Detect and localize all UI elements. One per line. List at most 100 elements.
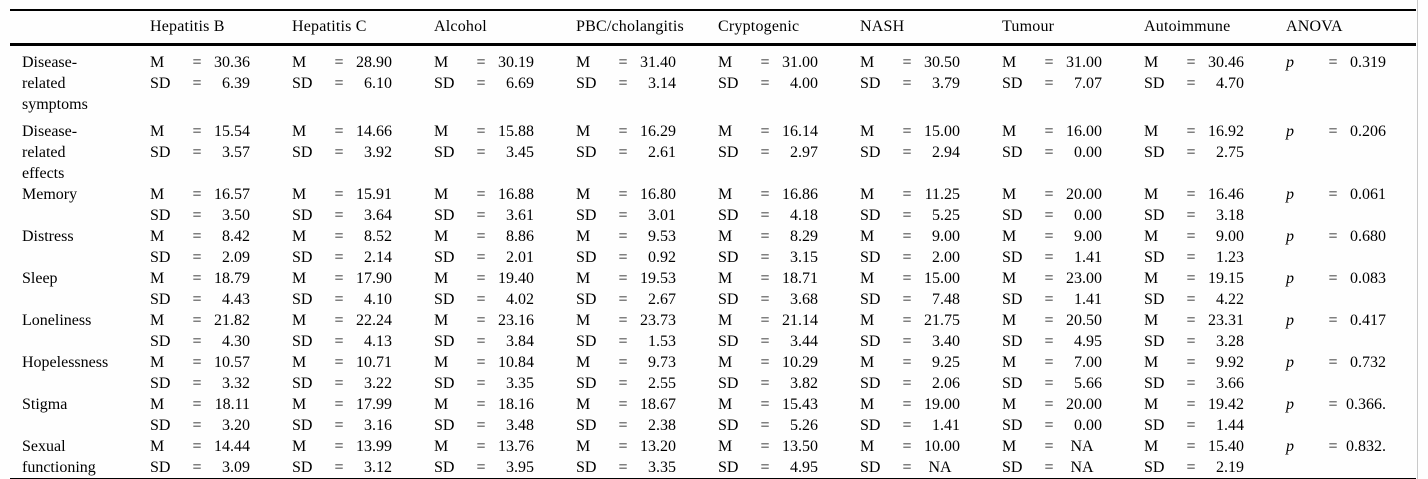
sd-value: 3.82 [790, 375, 818, 392]
mean-value: 17.90 [356, 270, 392, 287]
stat-line-sd: SD = 3.64 [292, 205, 434, 226]
sd-label: SD [150, 249, 171, 266]
stat-cell: M = 15.00 SD = 7.48 [860, 268, 1002, 310]
equals-sign: = [618, 459, 628, 476]
stat-line-mean: M = 23.00 [1002, 268, 1144, 289]
stat-line-mean: M = 18.71 [718, 268, 860, 289]
sd-label: SD [1144, 144, 1165, 161]
mean-label: M [150, 354, 165, 371]
stat-line-mean: M = 19.40 [434, 268, 576, 289]
stat-cell: M = 10.00 SD = NA [860, 436, 1002, 478]
mean-value: 23.31 [1208, 312, 1244, 329]
mean-value: 16.57 [214, 186, 250, 203]
equals-sign: = [334, 228, 344, 245]
sd-label: SD [434, 144, 455, 161]
equals-sign: = [760, 75, 770, 92]
equals-sign: = [476, 207, 486, 224]
stat-line-sd: SD = 2.19 [1144, 457, 1286, 478]
stat-line-sd: SD = 2.38 [576, 415, 718, 436]
p-label: p [1286, 228, 1294, 245]
stat-line-sd: SD = 5.26 [718, 415, 860, 436]
equals-sign: = [1044, 333, 1054, 350]
sd-label: SD [434, 417, 455, 434]
mean-value: 9.25 [932, 354, 960, 371]
equals-sign: = [476, 270, 486, 287]
stat-line-sd: SD = 2.94 [860, 142, 1002, 163]
sd-value: 4.22 [1216, 291, 1244, 308]
equals-sign: = [618, 249, 628, 266]
sd-value: 3.15 [790, 249, 818, 266]
anova-cell: p = 0.319 [1286, 52, 1416, 73]
sd-value: 3.44 [790, 333, 818, 350]
stat-cell: M = 8.29 SD = 3.15 [718, 226, 860, 268]
equals-sign: = [334, 459, 344, 476]
stat-line-mean: M = 20.00 [1002, 184, 1144, 205]
stat-cell: M = 17.90 SD = 4.10 [292, 268, 434, 310]
stat-line-sd: SD = 4.02 [434, 289, 576, 310]
p-value: 0.083 [1350, 270, 1386, 287]
mean-label: M [1144, 396, 1159, 413]
stat-cell: M = 31.40 SD = 3.14 [576, 52, 718, 94]
stat-line-sd: SD = 4.10 [292, 289, 434, 310]
column-header-0: Hepatitis B [150, 18, 225, 35]
stat-line-sd: SD = 3.84 [434, 331, 576, 352]
sd-value: 4.02 [506, 291, 534, 308]
row-label: Disease- related effects [22, 123, 78, 182]
sd-value: 3.18 [1216, 207, 1244, 224]
stat-cell: M = 16.92 SD = 2.75 [1144, 121, 1286, 163]
equals-sign: = [192, 123, 202, 140]
stat-cell: M = 28.90 SD = 6.10 [292, 52, 434, 94]
stat-cell: M = 13.20 SD = 3.35 [576, 436, 718, 478]
sd-label: SD [576, 249, 597, 266]
stat-line-sd: SD = 1.44 [1144, 415, 1286, 436]
stat-line-sd: SD = 3.35 [434, 373, 576, 394]
mean-label: M [718, 270, 733, 287]
stat-cell: M = 9.00 SD = 2.00 [860, 226, 1002, 268]
stat-line-sd: SD = 6.69 [434, 73, 576, 94]
mean-label: M [150, 438, 165, 455]
equals-sign: = [192, 144, 202, 161]
equals-sign: = [618, 375, 628, 392]
sd-label: SD [860, 291, 881, 308]
mean-value: 8.42 [222, 228, 250, 245]
sd-value: 3.61 [506, 207, 534, 224]
stat-line-sd: SD = 4.70 [1144, 73, 1286, 94]
stat-line-sd: SD = 3.44 [718, 331, 860, 352]
mean-value: 15.43 [782, 396, 818, 413]
sd-label: SD [292, 291, 313, 308]
sd-label: SD [576, 417, 597, 434]
mean-label: M [718, 123, 733, 140]
mean-value: 28.90 [356, 54, 392, 71]
equals-sign: = [1186, 417, 1196, 434]
stat-line-mean: M = 19.15 [1144, 268, 1286, 289]
stat-cell: M = 18.71 SD = 3.68 [718, 268, 860, 310]
stat-cell: M = 20.00 SD = 0.00 [1002, 394, 1144, 436]
equals-sign: = [1044, 123, 1054, 140]
sd-label: SD [1002, 375, 1023, 392]
stat-line-sd: SD = 7.48 [860, 289, 1002, 310]
p-label: p [1286, 186, 1294, 203]
mean-label: M [150, 123, 165, 140]
equals-sign: = [760, 144, 770, 161]
stat-cell: M = 18.79 SD = 4.43 [150, 268, 292, 310]
stat-line-sd: SD = 3.12 [292, 457, 434, 478]
equals-sign: = [476, 123, 486, 140]
mean-label: M [1002, 270, 1017, 287]
stat-cell: M = 23.00 SD = 1.41 [1002, 268, 1144, 310]
stat-line-sd: SD = 3.14 [576, 73, 718, 94]
anova-cell: p = 0.732 [1286, 352, 1416, 373]
column-header-5: NASH [860, 18, 905, 35]
mean-value: 15.00 [924, 123, 960, 140]
equals-sign: = [760, 312, 770, 329]
stat-line-sd: SD = 1.23 [1144, 247, 1286, 268]
stat-line-sd: SD = 7.07 [1002, 73, 1144, 94]
stat-cell: M = 10.57 SD = 3.32 [150, 352, 292, 394]
sd-label: SD [150, 417, 171, 434]
equals-sign: = [1186, 396, 1196, 413]
sd-value: 3.66 [1216, 375, 1244, 392]
sd-value: 2.14 [364, 249, 392, 266]
stat-cell: M = 20.50 SD = 4.95 [1002, 310, 1144, 352]
equals-sign: = [476, 75, 486, 92]
stat-line-sd: SD = 4.30 [150, 331, 292, 352]
stat-cell: M = 8.52 SD = 2.14 [292, 226, 434, 268]
